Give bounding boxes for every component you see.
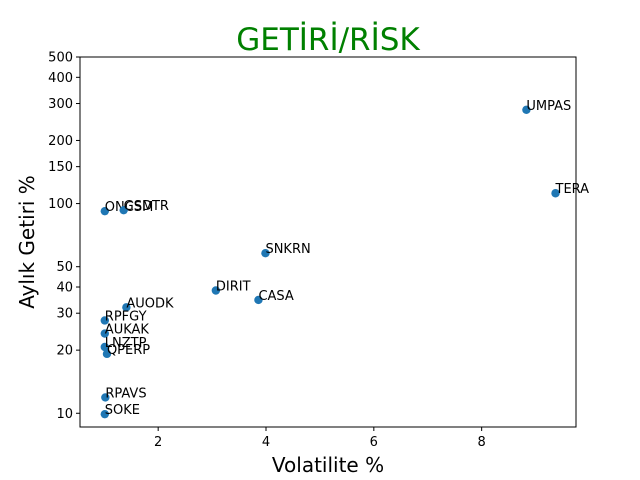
y-tick-label: 400	[48, 71, 73, 86]
point-label: SOKE	[105, 403, 140, 418]
point-label: GSDTR	[124, 199, 169, 214]
point-label: CASA	[258, 289, 293, 304]
data-point	[254, 295, 263, 305]
y-tick-label: 100	[48, 197, 73, 212]
data-point	[101, 393, 110, 402]
point-label: UMPAS	[526, 99, 571, 114]
data-point	[100, 342, 110, 352]
point-label: LNZTP	[105, 336, 147, 351]
point-label: RPFGY	[105, 309, 147, 324]
data-point	[211, 286, 221, 295]
y-tick-label: 30	[56, 307, 73, 322]
y-tick-label: 10	[56, 407, 73, 422]
y-tick-label: 40	[56, 281, 73, 296]
point-label: ONCSM	[105, 200, 154, 215]
data-point	[261, 248, 270, 258]
point-label: DIRIT	[216, 279, 251, 294]
y-axis-label: Aylık Getiri %	[15, 175, 39, 309]
data-point	[100, 206, 110, 216]
chart-title: GETİRİ/RİSK	[236, 22, 420, 58]
point-label: SNKRN	[265, 242, 310, 257]
data-point	[100, 409, 110, 419]
data-point	[122, 303, 131, 312]
data-point	[100, 329, 110, 338]
y-tick-label: 150	[48, 160, 73, 175]
point-label: RPAVS	[105, 386, 146, 401]
point-label: TERA	[555, 182, 590, 197]
y-tick-label: 300	[48, 97, 73, 112]
x-axis-label: Volatilite %	[272, 453, 384, 477]
y-tick-label: 200	[48, 134, 73, 149]
x-tick-label: 8	[478, 435, 486, 450]
point-label: AUODK	[126, 296, 174, 311]
plot-area: 2 4 6 8 10 20 30 40 50 100 150 200 300 400 500 UMPAS TER…	[48, 51, 589, 451]
x-tick-label: 6	[370, 435, 378, 450]
data-point	[102, 349, 112, 359]
point-label: AUKAK	[105, 323, 150, 338]
plot-frame	[79, 56, 577, 428]
y-tick-label: 20	[56, 344, 73, 359]
data-point	[522, 105, 531, 115]
y-tick-label: 500	[48, 51, 73, 66]
y-tick-label: 50	[56, 260, 73, 275]
x-tick-label: 4	[262, 435, 270, 450]
data-point	[100, 316, 110, 325]
data-point	[551, 189, 560, 198]
point-label: QPERP	[107, 343, 150, 358]
x-tick-label: 2	[154, 435, 162, 450]
data-point	[119, 205, 128, 215]
